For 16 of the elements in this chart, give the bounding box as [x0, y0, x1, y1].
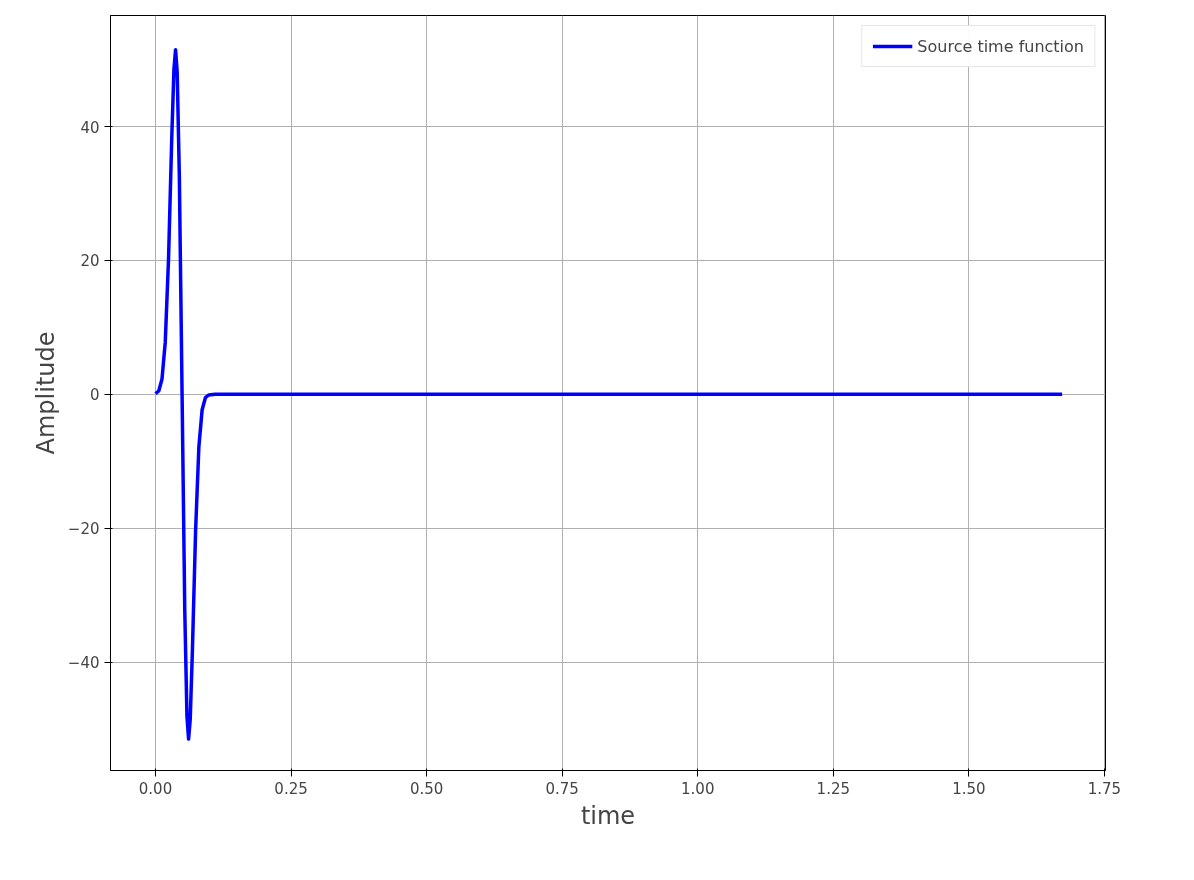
y-tick-label: 0 — [89, 386, 100, 405]
x-tick-label: 0.00 — [138, 779, 173, 798]
x-tick-label: 1.50 — [952, 779, 986, 798]
legend-label: Source time function — [917, 36, 1084, 56]
y-tick-label: −40 — [67, 654, 100, 673]
x-tick-label: 0.25 — [274, 779, 308, 798]
y-tick-label: −20 — [67, 520, 100, 539]
x-axis-title: time — [580, 801, 636, 830]
x-tick-label: 0.75 — [545, 779, 579, 798]
y-tick-label: 20 — [80, 252, 100, 271]
x-tick-label: 1.75 — [1087, 779, 1122, 798]
x-tick-label: 0.50 — [409, 779, 444, 798]
y-tick-label: 40 — [80, 118, 100, 137]
x-tick-label: 1.25 — [816, 779, 851, 798]
y-axis-title: Amplitude — [31, 331, 60, 455]
x-tick-label: 1.00 — [681, 779, 715, 798]
